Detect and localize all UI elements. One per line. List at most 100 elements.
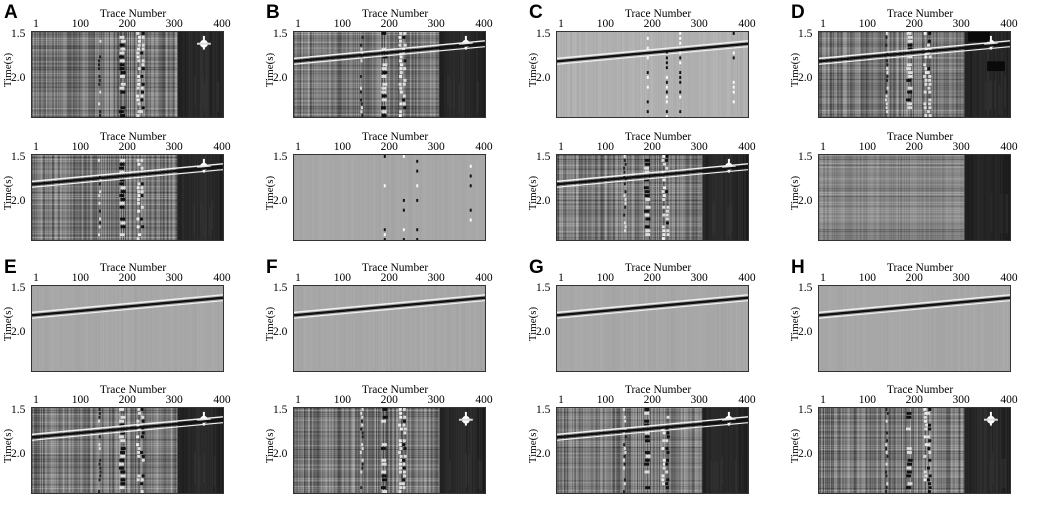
seismic-image <box>556 31 749 118</box>
y-tick-label: 1.5 <box>536 282 551 294</box>
seismic-subplot: Trace Number 1 100 200 300 400 1.5 2.0 Time(s) <box>262 8 493 120</box>
x-tick-label: 300 <box>165 394 183 406</box>
seismic-image <box>31 285 224 372</box>
x-tick-label: 300 <box>952 394 970 406</box>
x-tick-label: 400 <box>738 141 756 153</box>
x-tick-label: 100 <box>71 141 90 153</box>
x-axis-title: Trace Number <box>361 384 429 396</box>
x-tick-label: 400 <box>1000 272 1018 284</box>
y-tick-label: 1.5 <box>11 282 26 294</box>
x-tick-label: 100 <box>596 141 615 153</box>
seismic-image <box>31 154 224 241</box>
x-tick-label: 200 <box>905 272 923 284</box>
y-axis-title: Time(s) <box>2 428 14 464</box>
x-tick-label: 100 <box>71 272 90 284</box>
seismic-image <box>293 285 486 372</box>
y-tick-label: 2.0 <box>11 448 26 460</box>
x-tick-label: 1 <box>295 394 301 406</box>
y-axis-title: Time(s) <box>527 175 539 211</box>
reflection-event <box>294 42 485 63</box>
x-tick-label: 100 <box>596 394 615 406</box>
x-tick-label: 1 <box>820 394 826 406</box>
x-tick-label: 400 <box>213 141 231 153</box>
seismic-section-svg <box>294 32 485 117</box>
x-tick-label: 400 <box>213 18 231 30</box>
x-tick-label: 200 <box>380 141 398 153</box>
seismic-section-svg <box>32 32 223 117</box>
reflection-event <box>557 165 748 186</box>
y-tick-label: 1.5 <box>11 28 26 40</box>
y-axis-title: Time(s) <box>789 175 801 211</box>
seismic-image <box>818 154 1011 241</box>
seismic-section-svg <box>32 155 223 240</box>
y-tick-label: 2.0 <box>798 72 813 84</box>
seismic-section-svg <box>819 32 1010 117</box>
x-tick-label: 200 <box>118 394 136 406</box>
y-tick-label: 1.5 <box>798 28 813 40</box>
seismic-subplot: Trace Number 1 100 200 300 400 1.5 2.0 Time(s) <box>262 131 493 243</box>
x-tick-label: 300 <box>165 141 183 153</box>
seismic-subplot: Trace Number 1 100 200 300 400 1.5 2.0 Time(s) <box>525 8 756 120</box>
x-tick-label: 100 <box>858 394 877 406</box>
y-tick-label: 2.0 <box>273 72 288 84</box>
y-tick-label: 2.0 <box>11 72 26 84</box>
seismic-subplot: Trace Number 1 100 200 300 400 1.5 2.0 Time(s) <box>0 8 231 120</box>
x-axis-title: Trace Number <box>99 131 167 143</box>
x-tick-label: 400 <box>738 18 756 30</box>
x-tick-label: 400 <box>1000 141 1018 153</box>
seismic-subplot: Trace Number 1 100 200 300 400 1.5 2.0 Time(s) <box>525 262 756 374</box>
x-axis-title: Trace Number <box>624 8 692 20</box>
y-tick-label: 2.0 <box>536 195 551 207</box>
seismic-section-svg <box>294 408 485 493</box>
x-tick-label: 100 <box>333 272 352 284</box>
seismic-image <box>293 154 486 241</box>
x-tick-label: 1 <box>558 394 564 406</box>
x-tick-label: 1 <box>33 272 39 284</box>
seismic-subplot: Trace Number 1 100 200 300 400 1.5 2.0 Time(s) <box>787 8 1018 120</box>
x-tick-label: 300 <box>427 394 445 406</box>
y-axis-title: Time(s) <box>2 306 14 342</box>
panel-label: A <box>4 2 18 23</box>
x-axis-title: Trace Number <box>886 131 954 143</box>
reflection-event <box>557 296 748 317</box>
y-tick-label: 1.5 <box>536 151 551 163</box>
y-tick-label: 2.0 <box>798 326 813 338</box>
seismic-section-svg <box>294 155 485 240</box>
panel-label: G <box>529 257 544 278</box>
x-tick-label: 200 <box>643 394 661 406</box>
y-tick-label: 1.5 <box>273 28 288 40</box>
x-tick-label: 200 <box>643 141 661 153</box>
x-tick-label: 400 <box>213 394 231 406</box>
x-axis-title: Trace Number <box>99 384 167 396</box>
x-tick-label: 200 <box>643 272 661 284</box>
y-tick-label: 2.0 <box>11 195 26 207</box>
seismic-image <box>556 407 749 494</box>
y-tick-label: 1.5 <box>11 151 26 163</box>
y-tick-label: 1.5 <box>536 404 551 416</box>
x-tick-label: 300 <box>427 141 445 153</box>
y-axis-title: Time(s) <box>527 428 539 464</box>
seismic-subplot: Trace Number 1 100 200 300 400 1.5 2.0 Time(s) <box>0 262 231 374</box>
x-tick-label: 400 <box>738 272 756 284</box>
seismic-subplot: Trace Number 1 100 200 300 400 1.5 2.0 Time(s) <box>787 131 1018 243</box>
seismic-subplot: Trace Number 1 100 200 300 400 1.5 2.0 Time(s) <box>262 384 493 496</box>
y-tick-label: 1.5 <box>11 404 26 416</box>
y-axis-title: Time(s) <box>264 175 276 211</box>
y-axis-title: Time(s) <box>789 428 801 464</box>
y-axis-title: Time(s) <box>789 52 801 88</box>
y-tick-label: 1.5 <box>273 282 288 294</box>
x-tick-label: 200 <box>905 394 923 406</box>
x-tick-label: 200 <box>118 272 136 284</box>
seismic-image <box>293 31 486 118</box>
y-axis-title: Time(s) <box>264 428 276 464</box>
x-axis-title: Trace Number <box>361 8 429 20</box>
x-tick-label: 400 <box>475 394 493 406</box>
x-axis-title: Trace Number <box>886 262 954 274</box>
x-tick-label: 100 <box>71 394 90 406</box>
panel-label: H <box>791 257 805 278</box>
seismic-subplot: Trace Number 1 100 200 300 400 1.5 2.0 Time(s) <box>525 384 756 496</box>
reflection-event <box>294 296 485 317</box>
x-tick-label: 100 <box>333 141 352 153</box>
x-tick-label: 100 <box>596 18 615 30</box>
reflection-event <box>819 42 1010 63</box>
